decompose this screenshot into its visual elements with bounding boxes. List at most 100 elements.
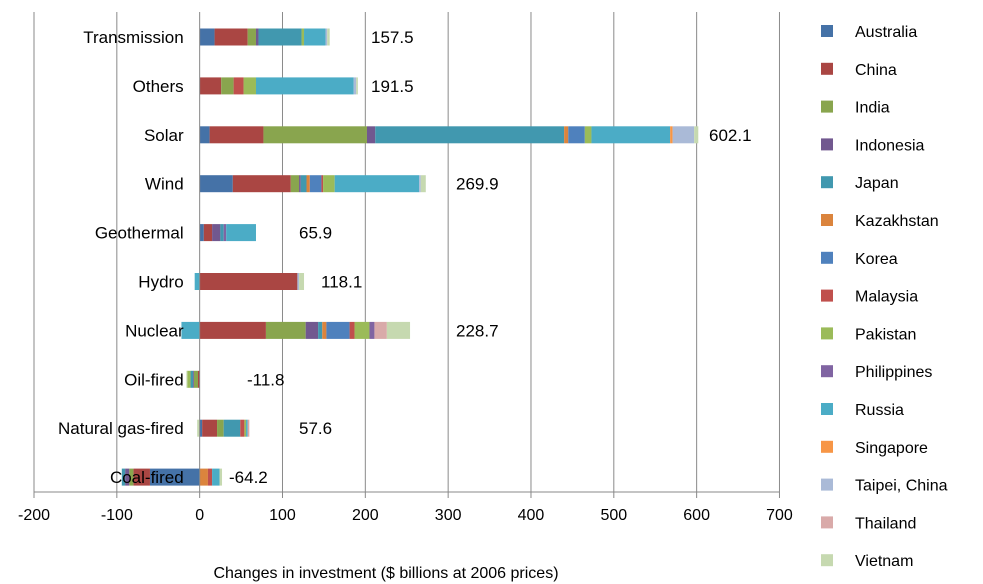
- category-label: Oil-fired: [124, 370, 184, 389]
- bar-segment: [186, 370, 188, 388]
- bar-segment: [217, 419, 224, 437]
- total-label: 57.6: [299, 419, 332, 438]
- bars: [121, 28, 699, 486]
- bar-segment: [255, 77, 354, 95]
- legend-swatch: [821, 251, 833, 264]
- bar-segment: [121, 468, 126, 486]
- bar-segment: [694, 126, 699, 144]
- legend-label: Malaysia: [855, 289, 918, 306]
- category-label: Nuclear: [125, 321, 184, 340]
- bar-segment: [265, 321, 306, 339]
- bar-segment: [197, 419, 200, 437]
- legend-swatch: [821, 25, 833, 37]
- bar-segment: [369, 321, 375, 339]
- total-label: 191.5: [371, 77, 414, 96]
- bar-segment: [354, 321, 370, 339]
- x-tick-label: -100: [101, 507, 133, 524]
- bar-segment: [214, 28, 248, 46]
- bar-segment: [209, 126, 264, 144]
- bar-segment: [212, 224, 221, 242]
- total-label: 269.9: [456, 175, 499, 194]
- legend-label: Kazakhstan: [855, 213, 939, 230]
- category-label: Hydro: [138, 273, 183, 292]
- bar-segment: [386, 321, 411, 339]
- bar-segment: [199, 77, 222, 95]
- bar-segment: [247, 419, 250, 437]
- bar-segment: [233, 77, 244, 95]
- legend-swatch: [821, 403, 833, 415]
- bar-segment: [199, 321, 266, 339]
- bar-segment: [325, 28, 328, 46]
- bar-segment: [305, 321, 319, 339]
- legend-swatch: [821, 100, 833, 113]
- bar-segment: [591, 126, 671, 144]
- legend-swatch: [821, 554, 833, 567]
- bar-segment: [199, 224, 204, 242]
- legend-swatch: [821, 478, 833, 491]
- legend-label: Indonesia: [855, 137, 924, 154]
- bar-segment: [244, 419, 247, 437]
- total-label: 157.5: [371, 28, 414, 47]
- category-label: Coal-fired: [110, 468, 184, 487]
- bar-segment: [219, 468, 223, 486]
- bar-segment: [193, 370, 199, 388]
- legend-label: Pakistan: [855, 326, 916, 343]
- bar-segment: [290, 175, 300, 193]
- bar-segment: [133, 468, 150, 486]
- bar-segment: [366, 126, 376, 144]
- bar-segment: [306, 175, 310, 193]
- bar-segment: [223, 419, 241, 437]
- x-tick-label: 100: [269, 507, 296, 524]
- legend-swatch: [821, 440, 833, 453]
- legend-label: India: [855, 100, 890, 117]
- legend-label: Russia: [855, 402, 904, 419]
- bar-segment: [212, 468, 220, 486]
- bar-segment: [300, 175, 307, 193]
- bar-segment: [203, 224, 213, 242]
- legend-swatch: [821, 62, 833, 75]
- bar-segment: [323, 175, 335, 193]
- bar-segment: [258, 28, 302, 46]
- bar-segment: [327, 28, 330, 46]
- bar-segment: [220, 224, 224, 242]
- category-label: Geothermal: [95, 224, 184, 243]
- legend-label: Philippines: [855, 364, 932, 381]
- bar-segment: [194, 273, 200, 290]
- legend-swatch: [821, 516, 833, 529]
- bar-segment: [326, 321, 350, 339]
- bar-segment: [199, 28, 215, 46]
- bar-segment: [672, 126, 695, 144]
- x-tick-label: 400: [518, 507, 545, 524]
- x-tick-labels: -200 -100 0 100 200 300 400 500 600 700: [18, 492, 793, 524]
- x-tick-label: -200: [18, 507, 50, 524]
- category-labels: Transmission Others Solar Wind Geothermal Hyd…: [58, 28, 184, 487]
- x-tick-label: 0: [195, 507, 204, 524]
- category-label: Wind: [145, 175, 184, 194]
- bar-segment: [199, 273, 298, 290]
- bar-segment: [318, 321, 323, 339]
- bar-segment: [584, 126, 592, 144]
- bar-segment: [187, 370, 191, 388]
- bar-segment: [334, 175, 420, 193]
- bar-segment: [375, 126, 565, 144]
- bar-segment: [374, 321, 387, 339]
- category-label: Others: [133, 77, 184, 96]
- legend-label: Vietnam: [855, 553, 913, 570]
- bar-segment: [568, 126, 585, 144]
- legend-label: Thailand: [855, 515, 916, 532]
- bar-segment: [353, 77, 357, 95]
- bar-segment: [263, 126, 367, 144]
- x-tick-label: 500: [600, 507, 627, 524]
- bar-segment: [322, 321, 327, 339]
- bar-segment: [301, 28, 305, 46]
- total-label: -11.8: [247, 370, 285, 389]
- bar-segment: [419, 175, 421, 193]
- bar-segment: [207, 468, 213, 486]
- bar-segment: [129, 468, 134, 486]
- bar-segment: [349, 321, 355, 339]
- bar-segment: [199, 419, 203, 437]
- x-axis-label: Changes in investment ($ billions at 200…: [213, 565, 558, 582]
- x-tick-label: 200: [352, 507, 379, 524]
- legend-label: Taipei, China: [855, 478, 948, 495]
